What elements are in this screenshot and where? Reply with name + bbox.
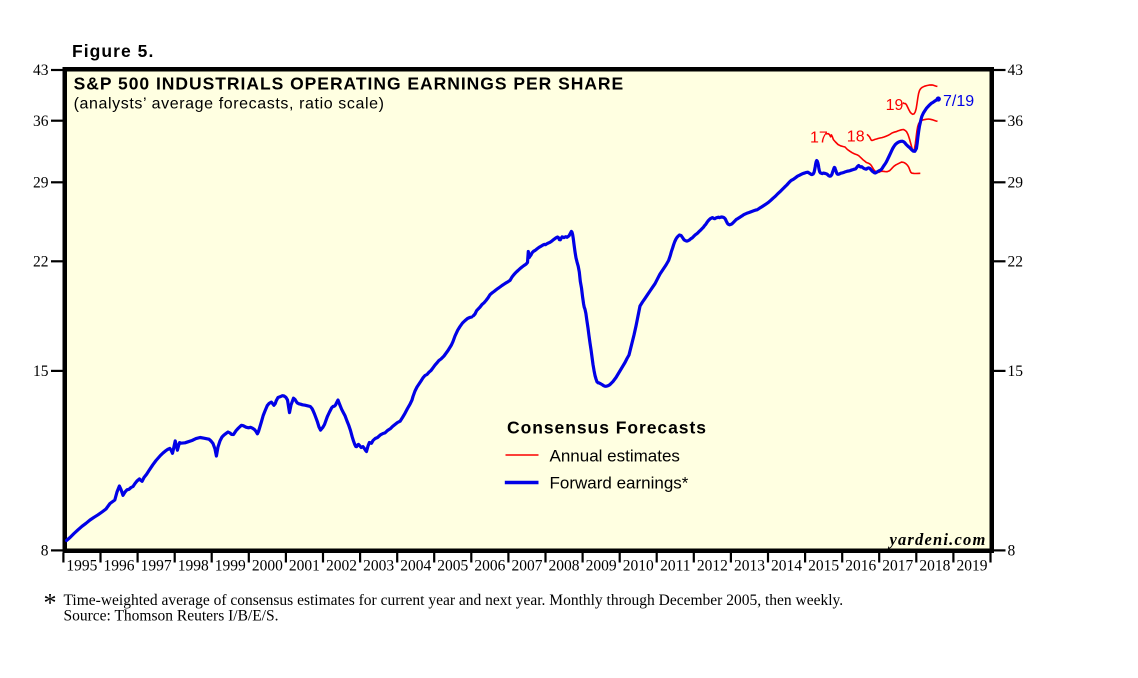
svg-text:Time-weighted average of conse: Time-weighted average of consensus estim…: [64, 592, 844, 609]
svg-text:2007: 2007: [512, 558, 543, 575]
svg-text:17: 17: [810, 130, 828, 147]
svg-text:29: 29: [1008, 175, 1024, 192]
svg-text:8: 8: [1008, 543, 1016, 560]
svg-text:(analysts’ average forecasts,: (analysts’ average forecasts, ratio scal…: [74, 95, 385, 112]
svg-text:36: 36: [1008, 113, 1024, 130]
svg-text:2001: 2001: [289, 558, 320, 575]
svg-text:29: 29: [33, 175, 49, 192]
svg-text:Source: Thomson Reuters I/B/E/: Source: Thomson Reuters I/B/E/S.: [64, 608, 279, 625]
svg-text:2018: 2018: [919, 558, 950, 575]
svg-text:*: *: [44, 589, 57, 618]
svg-text:1999: 1999: [215, 558, 246, 575]
svg-text:36: 36: [33, 113, 49, 130]
svg-text:2009: 2009: [586, 558, 617, 575]
svg-text:7/19: 7/19: [943, 93, 974, 110]
svg-text:Forward earnings*: Forward earnings*: [550, 474, 689, 493]
svg-text:2002: 2002: [326, 558, 357, 575]
svg-text:1998: 1998: [178, 558, 209, 575]
svg-text:1996: 1996: [104, 558, 135, 575]
svg-text:19: 19: [886, 97, 904, 114]
svg-text:2016: 2016: [845, 558, 876, 575]
svg-text:yardeni.com: yardeni.com: [887, 530, 986, 549]
svg-text:2015: 2015: [808, 558, 839, 575]
svg-text:22: 22: [33, 254, 49, 271]
svg-text:1997: 1997: [141, 558, 172, 575]
svg-text:2010: 2010: [623, 558, 654, 575]
svg-text:2005: 2005: [437, 558, 468, 575]
svg-text:2004: 2004: [400, 558, 431, 575]
svg-text:18: 18: [847, 129, 865, 146]
svg-text:2006: 2006: [474, 558, 505, 575]
svg-text:43: 43: [33, 62, 49, 79]
svg-text:15: 15: [1008, 363, 1024, 380]
svg-text:2008: 2008: [549, 558, 580, 575]
svg-text:2017: 2017: [882, 558, 913, 575]
svg-text:2013: 2013: [734, 558, 765, 575]
svg-text:2014: 2014: [771, 558, 802, 575]
svg-text:8: 8: [41, 543, 49, 560]
svg-text:2019: 2019: [957, 558, 988, 575]
svg-text:2012: 2012: [697, 558, 728, 575]
svg-text:2000: 2000: [252, 558, 283, 575]
svg-text:43: 43: [1008, 62, 1024, 79]
svg-text:Annual estimates: Annual estimates: [550, 446, 680, 465]
svg-text:S&P 500 INDUSTRIALS OPERATING: S&P 500 INDUSTRIALS OPERATING EARNINGS P…: [74, 74, 625, 94]
svg-text:2003: 2003: [363, 558, 394, 575]
svg-text:15: 15: [33, 363, 49, 380]
svg-text:Consensus Forecasts: Consensus Forecasts: [507, 417, 707, 437]
svg-text:1995: 1995: [66, 558, 97, 575]
svg-text:2011: 2011: [660, 558, 690, 575]
svg-text:22: 22: [1008, 254, 1024, 271]
svg-text:Figure 5.: Figure 5.: [72, 41, 154, 61]
